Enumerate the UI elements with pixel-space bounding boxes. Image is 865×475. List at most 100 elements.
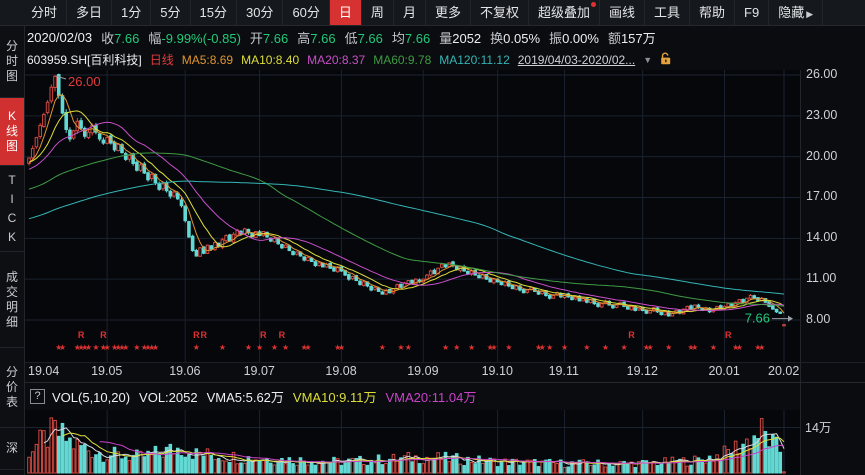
menu-item-分时[interactable]: 分时 bbox=[22, 0, 68, 25]
date-range-selector[interactable]: 2019/04/03-2020/02... bbox=[517, 52, 636, 67]
volume-axis-label: 14万 bbox=[805, 421, 832, 435]
svg-text:R: R bbox=[100, 330, 107, 340]
menu-item-F9[interactable]: F9 bbox=[735, 0, 770, 25]
menu-item-30分[interactable]: 30分 bbox=[237, 0, 284, 25]
time-axis-divider bbox=[25, 382, 865, 383]
svg-text:★: ★ bbox=[397, 343, 404, 352]
legend-日线: 日线 bbox=[149, 53, 174, 67]
time-tick-label: 19.07 bbox=[243, 364, 275, 378]
svg-text:R: R bbox=[260, 330, 267, 340]
svg-text:★: ★ bbox=[487, 343, 494, 352]
svg-text:★: ★ bbox=[111, 343, 118, 352]
svg-text:★: ★ bbox=[59, 343, 66, 352]
quote-field: 振0.00% bbox=[549, 31, 599, 46]
ma-legend: 日线 MA5:8.69 MA10:8.40 MA20:8.37 MA60:9.78 MA1… bbox=[150, 51, 518, 68]
menu-item-画线[interactable]: 画线 bbox=[600, 0, 646, 25]
svg-text:★: ★ bbox=[754, 343, 761, 352]
price-tick-label: 14.00 bbox=[806, 230, 838, 245]
svg-text:★: ★ bbox=[665, 343, 672, 352]
volume-legend: VOL(5,10,20) VOL:2052 VMA5:5.62万 VMA10:9.11… bbox=[52, 387, 485, 406]
time-tick-label: 19.11 bbox=[548, 364, 579, 378]
chevron-down-icon[interactable]: ▼ bbox=[643, 54, 653, 65]
svg-text:★: ★ bbox=[118, 343, 125, 352]
quote-field: 低7.66 bbox=[344, 31, 383, 46]
svg-text:★: ★ bbox=[141, 343, 148, 352]
menu-item-60分[interactable]: 60分 bbox=[283, 0, 330, 25]
menu-item-超级叠加[interactable]: 超级叠加 bbox=[529, 0, 600, 25]
svg-text:★: ★ bbox=[77, 343, 84, 352]
quote-field: 均7.66 bbox=[391, 31, 431, 46]
menu-item-多日[interactable]: 多日 bbox=[67, 0, 113, 25]
time-tick-label: 20.01 bbox=[708, 364, 740, 378]
svg-text:★: ★ bbox=[405, 343, 412, 352]
svg-text:★: ★ bbox=[687, 343, 694, 352]
svg-text:★: ★ bbox=[561, 343, 568, 352]
svg-text:★: ★ bbox=[379, 343, 386, 352]
quote-info-bar: 2020/02/03 收7.66 幅-9.99%(-0.85) 开7.66 高7.66 低… bbox=[27, 26, 865, 49]
lock-icon[interactable] bbox=[660, 52, 672, 68]
candlestick-chart[interactable]: ★ ★ ★ ★ ★ ★ ★ ★ ★ ★ ★ ★ ★ ★ ★ ★ ★ ★ ★ ★ ★ ★ ★ ★ ★ ★ ★ ★ ★ ★ ★ ★ ★ ★ ★ ★ ★ ★ ★ ★… bbox=[25, 70, 800, 362]
svg-text:★: ★ bbox=[691, 343, 698, 352]
menu-item-周[interactable]: 周 bbox=[362, 0, 394, 25]
legend-MA120: MA120:11.12 bbox=[439, 53, 510, 67]
svg-text:R: R bbox=[193, 330, 200, 340]
menu-item-不复权[interactable]: 不复权 bbox=[471, 0, 529, 25]
vol-legend-VOL: VOL:2052 bbox=[139, 389, 198, 405]
svg-text:★: ★ bbox=[732, 343, 739, 352]
price-tick-label: 20.00 bbox=[806, 148, 838, 163]
svg-text:★: ★ bbox=[271, 343, 278, 352]
svg-text:★: ★ bbox=[602, 343, 609, 352]
quote-date: 2020/02/03 bbox=[27, 30, 93, 45]
menu-item-5分[interactable]: 5分 bbox=[151, 0, 191, 25]
svg-text:★: ★ bbox=[193, 343, 200, 352]
sidebar-item-分时图[interactable]: 分时图 bbox=[0, 26, 24, 98]
menu-item-工具[interactable]: 工具 bbox=[645, 0, 691, 25]
quote-field: 量2052 bbox=[439, 31, 482, 46]
price-tick-label: 23.00 bbox=[806, 107, 838, 122]
svg-text:★: ★ bbox=[647, 343, 654, 352]
sidebar-item-深[interactable]: 深 bbox=[0, 428, 24, 470]
svg-text:★: ★ bbox=[546, 343, 553, 352]
symbol-name: 603959.SH[百利科技] bbox=[27, 53, 142, 67]
menu-item-更多[interactable]: 更多 bbox=[426, 0, 471, 25]
price-tick-label: 17.00 bbox=[806, 189, 838, 204]
vol-legend-VMA10: VMA10:9.11万 bbox=[292, 389, 377, 405]
time-tick-label: 20.02 bbox=[768, 364, 800, 378]
time-tick-label: 19.12 bbox=[626, 364, 658, 378]
time-tick-label: 19.04 bbox=[28, 364, 60, 378]
svg-text:★: ★ bbox=[219, 343, 226, 352]
svg-text:★: ★ bbox=[453, 343, 460, 352]
svg-text:★: ★ bbox=[304, 343, 311, 352]
menu-item-1分[interactable]: 1分 bbox=[112, 0, 152, 25]
menu-item-隐藏[interactable]: 隐藏 ▶ bbox=[769, 0, 824, 25]
svg-text:★: ★ bbox=[144, 343, 151, 352]
menu-item-帮助[interactable]: 帮助 bbox=[690, 0, 736, 25]
volume-chart[interactable] bbox=[25, 410, 800, 475]
svg-text:★: ★ bbox=[122, 343, 129, 352]
expand-arrow-icon: ▶ bbox=[806, 9, 814, 19]
sidebar-item-成交明细[interactable]: 成交明细 bbox=[0, 252, 24, 348]
indicator-help-icon[interactable]: ? bbox=[30, 388, 45, 404]
svg-text:★: ★ bbox=[115, 343, 122, 352]
svg-text:★: ★ bbox=[643, 343, 650, 352]
quote-field: 开7.66 bbox=[249, 31, 289, 46]
price-axis-divider bbox=[800, 70, 801, 475]
vol-legend-VOL: VOL(5,10,20) bbox=[52, 389, 131, 405]
menu-item-15分[interactable]: 15分 bbox=[191, 0, 237, 25]
price-tick-label: 26.00 bbox=[806, 67, 838, 81]
svg-text:★: ★ bbox=[282, 343, 289, 352]
menu-item-日[interactable]: 日 bbox=[329, 0, 362, 25]
chart-bottom-divider bbox=[25, 362, 865, 363]
svg-text:★: ★ bbox=[256, 343, 263, 352]
svg-text:★: ★ bbox=[468, 343, 475, 352]
svg-text:R: R bbox=[78, 330, 85, 340]
sidebar-item-分价表[interactable]: 分价表 bbox=[0, 348, 24, 428]
time-tick-label: 19.06 bbox=[169, 364, 201, 378]
menu-item-月[interactable]: 月 bbox=[394, 0, 426, 25]
svg-text:★: ★ bbox=[334, 343, 341, 352]
svg-text:★: ★ bbox=[85, 343, 92, 352]
svg-text:★: ★ bbox=[583, 343, 590, 352]
